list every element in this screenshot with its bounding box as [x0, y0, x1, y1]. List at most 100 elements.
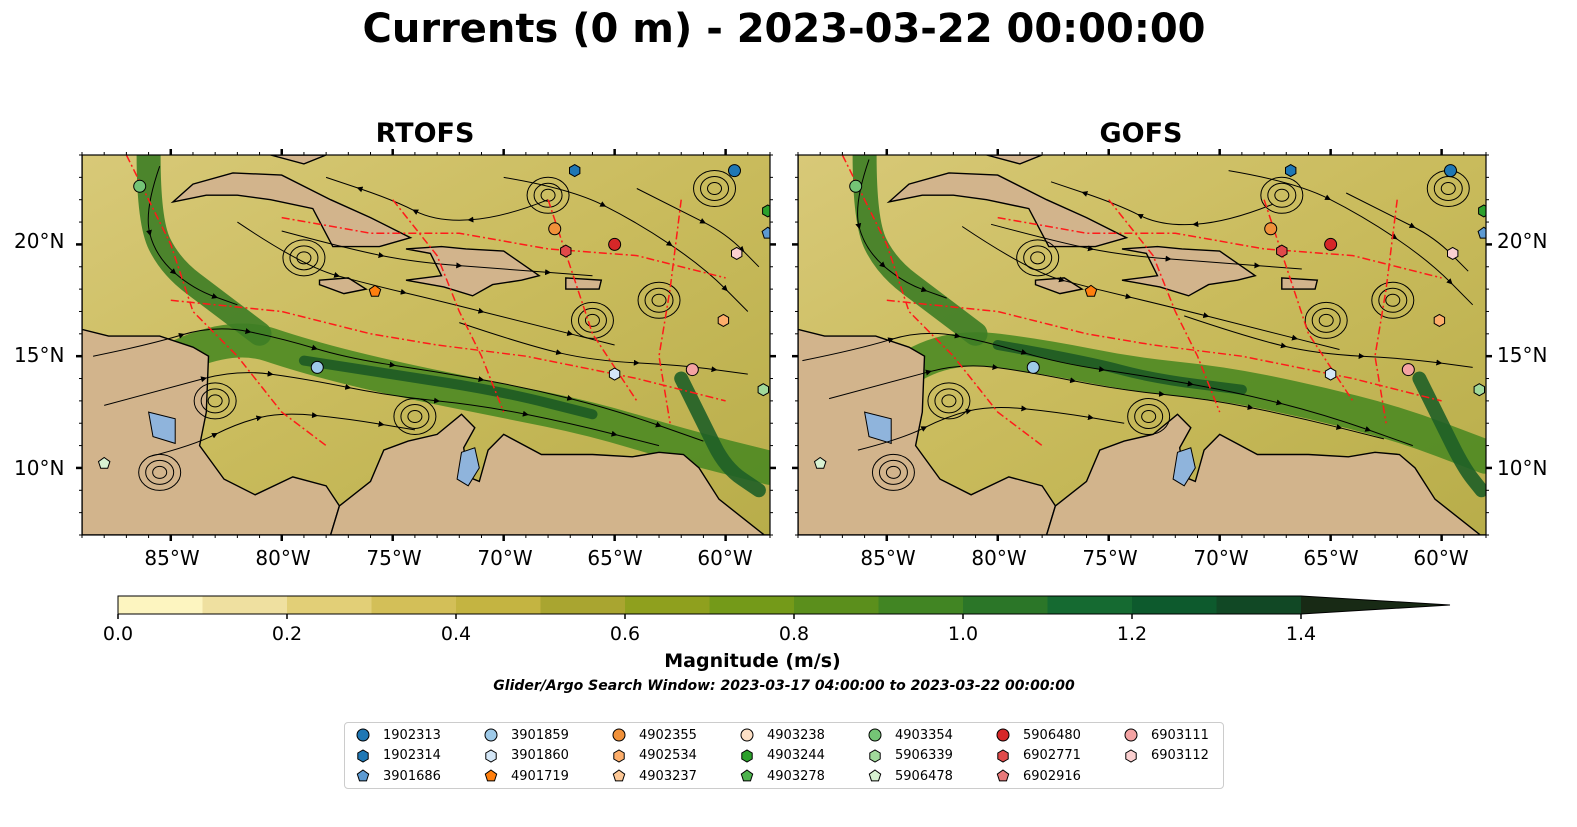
colorbar-segment [540, 596, 626, 614]
float-marker-6903112 [1447, 246, 1459, 260]
search-window-subtitle: Glider/Argo Search Window: 2023-03-17 04… [493, 678, 1075, 694]
lon-label-70w-right: 70°W [1193, 546, 1249, 570]
eddy-streamline [941, 394, 957, 408]
lake [456, 447, 480, 487]
lon-label-85w-left: 85°W [144, 546, 200, 570]
eddy-streamline [193, 382, 237, 420]
legend-item-5906478: 5906478 [867, 767, 953, 785]
eez-boundary [1374, 199, 1398, 424]
pentagon-marker-icon [484, 769, 498, 782]
legend-label: 4903244 [767, 748, 825, 763]
pentagon-marker-icon [612, 769, 626, 782]
streamline [146, 166, 238, 306]
eddy-streamline [693, 170, 737, 208]
gofs-frame [797, 154, 1487, 536]
eddy-streamline [207, 394, 223, 408]
colorbar-tick: 0.0 [102, 623, 134, 645]
legend-item-4903354: 4903354 [867, 726, 953, 744]
colorbar-segment [794, 596, 879, 614]
colorbar-segment [1132, 596, 1217, 614]
streamline [828, 364, 1385, 440]
eddy-streamline [1134, 404, 1164, 430]
lat-label-20n-left: 20°N [14, 229, 65, 253]
legend-marker [997, 748, 1009, 763]
circle-marker-icon [484, 728, 498, 742]
colorbar-segment [371, 596, 457, 614]
eez-boundary [1108, 199, 1221, 413]
eddy-streamline [393, 398, 437, 436]
eddy-streamline [637, 281, 681, 319]
legend-marker [484, 728, 498, 742]
colorbar-segment [287, 596, 372, 614]
eddy-streamline [152, 465, 168, 479]
colorbar-segment [709, 596, 795, 614]
eddy-streamline [1141, 410, 1157, 424]
legend-marker [868, 769, 882, 782]
hexagon-marker-icon [869, 748, 881, 763]
rtofs-map [82, 155, 770, 535]
lon-label-75w-right: 75°W [1082, 546, 1138, 570]
legend-marker [1125, 748, 1137, 763]
circle-marker-icon [996, 728, 1010, 742]
legend-marker [869, 748, 881, 763]
float-marker-5906478 [97, 456, 111, 469]
circle-marker-icon [1124, 728, 1138, 742]
float-marker-3901686 [761, 226, 770, 239]
float-marker-1902314 [569, 164, 581, 178]
legend-label: 6902771 [1023, 748, 1081, 763]
current-jet [674, 371, 766, 498]
colorbar-tick: 1.2 [1116, 623, 1148, 645]
float-marker-5906480 [1324, 237, 1338, 251]
legend-item-4903278: 4903278 [739, 767, 825, 785]
colorbar-tick: 1.4 [1285, 623, 1317, 645]
legend-marker [356, 728, 370, 742]
eez-boundary [125, 155, 327, 447]
hexagon-marker-icon [485, 748, 497, 763]
lon-label-85w-right: 85°W [860, 546, 916, 570]
legend-item-6902916: 6902916 [995, 767, 1081, 785]
streamline [1228, 170, 1474, 306]
eddy-streamline [1385, 293, 1401, 307]
legend-label: 3901859 [511, 727, 569, 743]
legend-marker [1124, 728, 1138, 742]
land-mass [1281, 277, 1319, 290]
eddy-streamline [138, 453, 182, 491]
legend-label: 6902916 [1023, 768, 1081, 784]
float-marker-6902771 [560, 244, 572, 258]
legend-marker [612, 728, 626, 742]
legend-item-4903244: 4903244 [739, 747, 825, 765]
colorbar [117, 595, 1451, 619]
eez-boundary [841, 155, 1043, 447]
eddy-streamline [1260, 176, 1304, 214]
eddy-streamline [289, 245, 319, 271]
circle-marker-icon [868, 728, 882, 742]
hexagon-marker-icon [613, 748, 625, 763]
eddy-streamline [200, 388, 230, 414]
lon-label-70w-left: 70°W [477, 546, 533, 570]
legend-marker [485, 748, 497, 763]
float-marker-6903111 [685, 363, 699, 377]
current-jet [1412, 371, 1486, 498]
legend-label: 5906480 [1023, 727, 1081, 743]
colorbar-segment [202, 596, 288, 614]
legend-item-5906480: 5906480 [995, 726, 1081, 744]
hexagon-marker-icon [357, 748, 369, 763]
eddy-streamline [1311, 307, 1341, 333]
legend-item-4903237: 4903237 [611, 767, 697, 785]
lat-label-15n-right: 15°N [1497, 343, 1548, 367]
lake [1172, 447, 1196, 487]
legend-marker [741, 748, 753, 763]
legend-marker [996, 728, 1010, 742]
streamline [1184, 315, 1473, 368]
eddy-streamline [1267, 182, 1297, 208]
eddy-streamline [1016, 239, 1060, 277]
legend-marker [613, 748, 625, 763]
eddy-streamline [707, 182, 723, 196]
eddy-streamline [526, 176, 570, 214]
legend-label: 1902313 [383, 727, 441, 743]
land-mass [986, 155, 1043, 165]
colorbar-extend-arrow [1301, 596, 1450, 614]
float-marker-4902355 [548, 222, 562, 236]
lat-label-15n-left: 15°N [14, 343, 65, 367]
float-marker-1902313 [727, 164, 741, 178]
